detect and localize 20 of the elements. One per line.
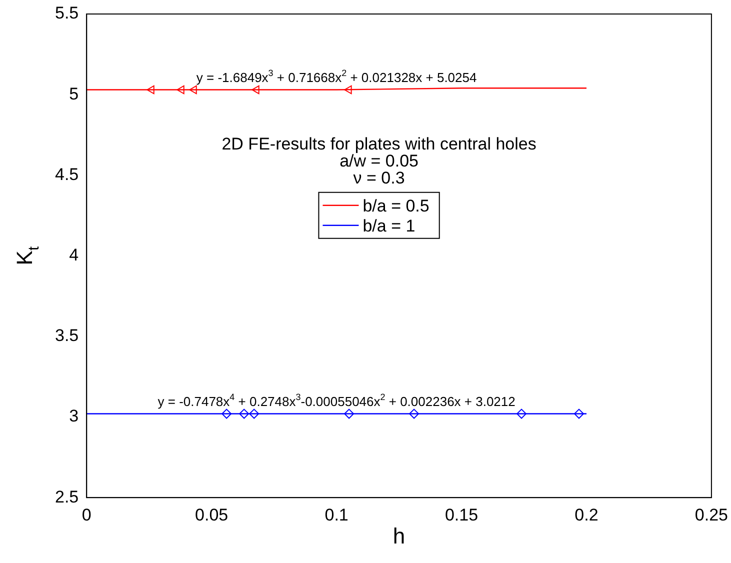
y-tick-label: 4.5 bbox=[54, 164, 79, 184]
legend-label: b/a = 0.5 bbox=[362, 196, 430, 216]
x-tick-label: 0.1 bbox=[324, 505, 348, 524]
x-tick-label: 0.2 bbox=[574, 505, 598, 524]
y-tick-label: 3 bbox=[69, 406, 79, 426]
y-tick-label: 3.5 bbox=[54, 326, 79, 346]
x-tick-label: 0.05 bbox=[195, 505, 228, 524]
x-tick-label: 0.15 bbox=[444, 505, 478, 524]
y-tick-label: 5 bbox=[69, 84, 79, 104]
annotation: ν = 0.3 bbox=[353, 168, 405, 188]
y-tick-label: 2.5 bbox=[54, 487, 79, 506]
text: 2D FE-results for plates with central holes bbox=[222, 134, 536, 154]
annotation: a/w = 0.05 bbox=[340, 151, 419, 170]
y-axis-title: Kt bbox=[12, 246, 43, 266]
legend-label: b/a = 1 bbox=[362, 216, 416, 236]
x-tick-label: 0 bbox=[82, 505, 92, 524]
x-axis-title: h bbox=[392, 524, 406, 549]
y-tick-label: 5.5 bbox=[54, 4, 79, 23]
x-tick-label: 0.25 bbox=[694, 505, 728, 524]
y-tick-label: 4 bbox=[69, 245, 79, 264]
